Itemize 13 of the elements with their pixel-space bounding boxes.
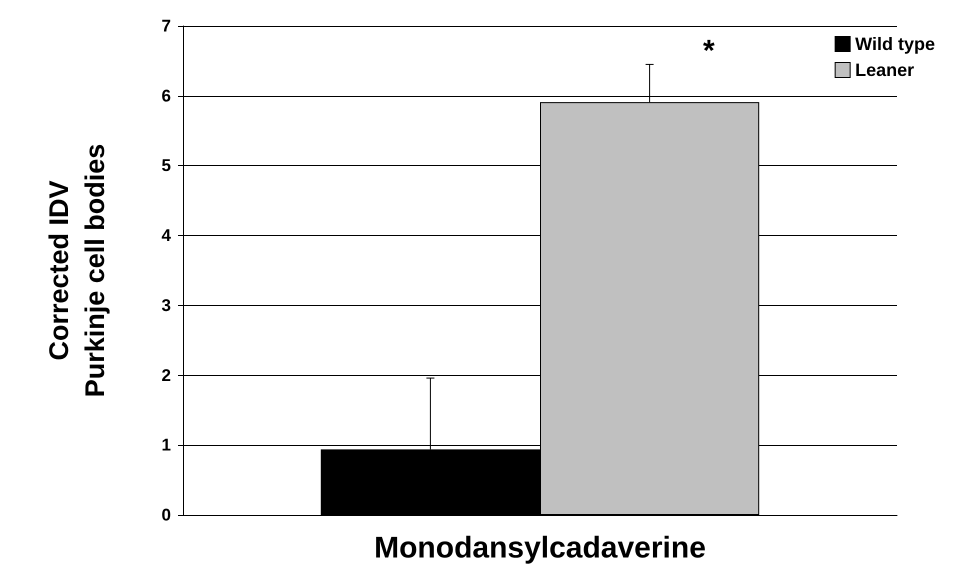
y-tick-label: 0 bbox=[162, 506, 171, 524]
y-tick-label: 1 bbox=[162, 436, 171, 455]
legend-label: Wild type bbox=[855, 34, 936, 54]
y-tick-label: 4 bbox=[162, 226, 172, 246]
annotation: * bbox=[703, 34, 715, 68]
y-tick-label: 3 bbox=[162, 296, 171, 315]
y-axis-title: Corrected IDV Purkinje cell bodies bbox=[44, 144, 110, 398]
y-tick-label: 5 bbox=[162, 156, 171, 176]
x-tick-label: Monodansylcadaverine bbox=[374, 532, 706, 564]
y-tick-label: 2 bbox=[162, 366, 171, 385]
y-tick-label: 6 bbox=[162, 86, 171, 106]
y-tick-label: 7 bbox=[162, 16, 171, 36]
legend-label: Leaner bbox=[855, 60, 914, 80]
